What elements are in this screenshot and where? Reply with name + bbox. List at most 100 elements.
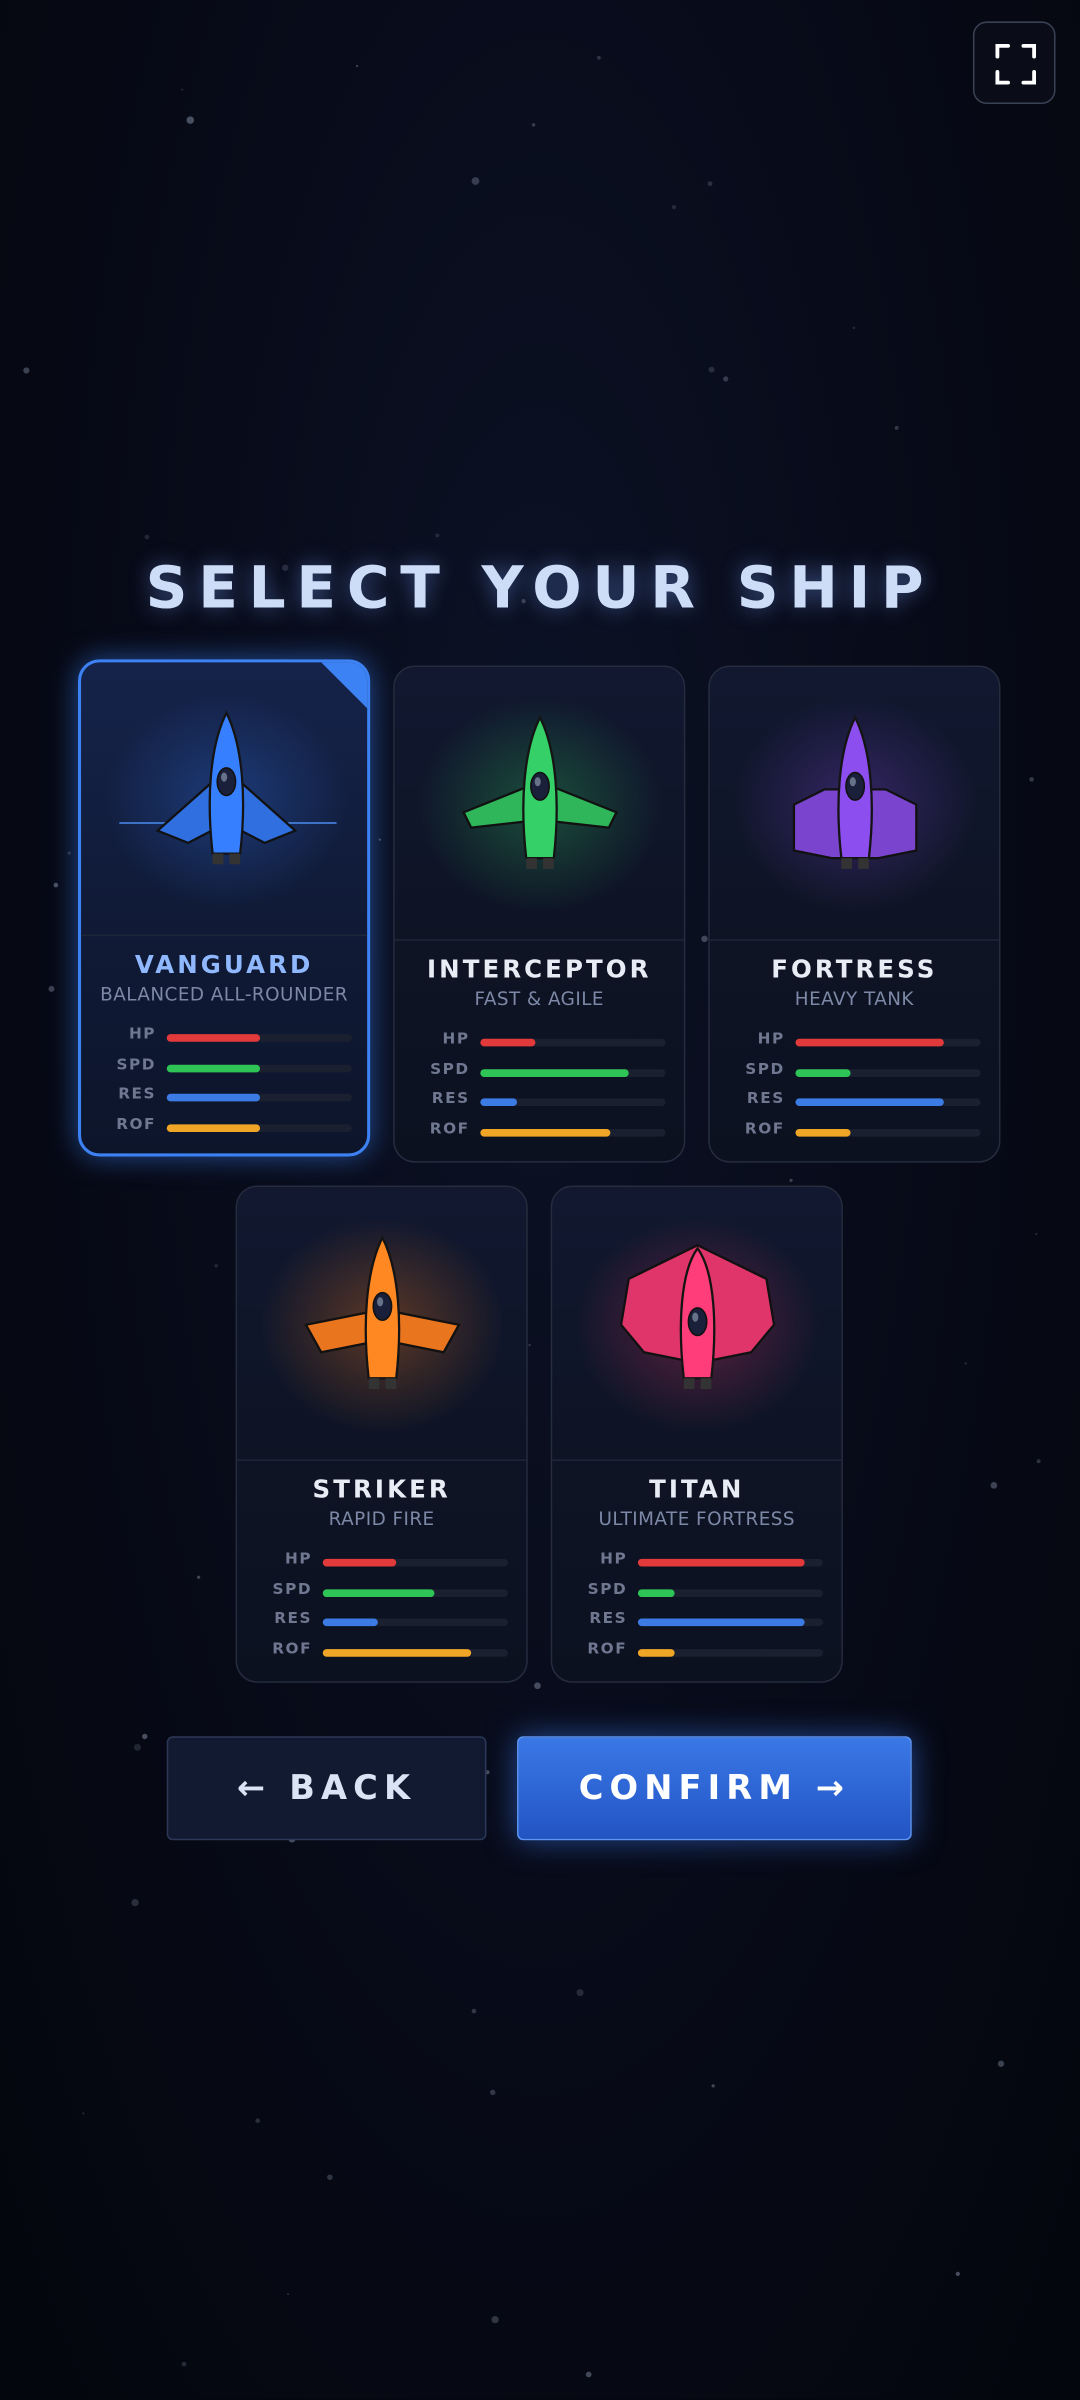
ship-card[interactable]: INTERCEPTOR FAST & AGILE HP SPD RES ROF [393,665,686,1163]
star [528,1343,531,1347]
stat-bar [795,1068,851,1077]
star [997,2060,1005,2067]
star [955,2271,960,2276]
stat-bar [480,1098,518,1107]
stat-row: ROF [237,1641,526,1663]
divider [237,1459,527,1461]
stat-label: ROF [429,1121,470,1139]
stat-label: HP [600,1551,628,1568]
stat-track [637,1619,824,1627]
stat-label: ROF [116,1116,157,1134]
stat-bar [795,1129,851,1137]
star [287,2293,289,2296]
stat-label: SPD [116,1056,157,1074]
ship-subtitle: BALANCED ALL-ROUNDER [100,983,349,1006]
ship-card[interactable]: FORTRESS HEAVY TANK HP SPD RES ROF [708,665,1001,1163]
star [990,1482,998,1489]
stat-row: RES [710,1091,999,1112]
star [521,599,526,604]
stat-row: SPD [552,1581,841,1602]
stat-row: HP [552,1551,841,1572]
star [1036,1459,1041,1464]
star [181,2361,187,2367]
stat-row: HP [237,1551,526,1572]
ship-card[interactable]: STRIKER RAPID FIRE HP SPD RES ROF [235,1185,528,1683]
star [23,367,30,374]
stat-bar [637,1588,675,1597]
stat-bar [795,1098,944,1107]
star [701,935,708,943]
confirm-button[interactable]: CONFIRM → [517,1736,912,1841]
stat-row: RES [552,1611,841,1632]
back-button[interactable]: ← BACK [166,1736,487,1841]
divider [552,1459,842,1461]
stat-label: RES [746,1091,785,1109]
stat-bar [166,1064,260,1072]
star [531,123,536,127]
ship-card[interactable]: TITAN ULTIMATE FORTRESS HP SPD RES ROF [550,1185,843,1683]
stat-label: RES [274,1611,313,1629]
stat-bar [322,1558,397,1567]
ship-name: INTERCEPTOR [426,954,652,984]
stat-track [795,1068,981,1077]
stat-track [637,1588,824,1597]
ship-name: TITAN [649,1474,745,1504]
stat-row: RES [237,1611,526,1632]
stat-bar [795,1038,944,1047]
star [671,204,677,210]
stat-label: HP [128,1026,157,1044]
stat-label: SPD [430,1061,470,1078]
ship-name: VANGUARD [134,949,314,980]
star [435,533,440,538]
star [597,55,601,60]
stat-row: HP [710,1031,999,1052]
star [255,2118,261,2124]
stat-label: ROF [272,1641,313,1659]
stat-label: RES [589,1611,628,1629]
stat-bar [637,1619,805,1627]
ship-card[interactable]: VANGUARD BALANCED ALL-ROUNDER HP SPD RES ROF [78,659,371,1157]
ship-subtitle: ULTIMATE FORTRESS [598,1508,796,1530]
star [82,2112,85,2115]
stat-track [322,1558,508,1567]
fullscreen-button[interactable] [972,21,1056,105]
stat-track [322,1588,508,1597]
stat-row: ROF [710,1121,999,1142]
ship-subtitle: RAPID FIRE [328,1508,435,1530]
stat-track [795,1038,981,1047]
star [355,64,359,68]
star [144,534,150,540]
selected-corner [319,662,368,710]
ship-subtitle: FAST & AGILE [474,988,604,1010]
title: SELECT YOUR SHIP [145,553,935,622]
stat-track [166,1094,352,1103]
ship-art [417,697,663,912]
ship-art [104,692,349,908]
stat-track [480,1068,666,1077]
stat-track [166,1124,352,1133]
divider [81,934,368,937]
star [471,177,480,185]
stat-label: RES [431,1091,470,1109]
stat-label: HP [442,1031,470,1048]
star [708,366,715,373]
star [964,1362,967,1365]
star [471,2008,477,2014]
stat-bar [480,1068,629,1077]
star [490,2089,496,2096]
star [196,1575,201,1579]
star [214,1263,219,1268]
stat-label: ROF [587,1641,628,1659]
star [180,88,184,91]
star [711,2084,715,2088]
divider [709,939,999,941]
stat-label: HP [284,1551,313,1568]
stat-row: ROF [81,1116,367,1138]
stat-label: SPD [272,1581,313,1599]
stat-row: HP [81,1026,367,1047]
star [1029,777,1034,782]
star [576,1989,584,1997]
stat-track [480,1098,666,1107]
